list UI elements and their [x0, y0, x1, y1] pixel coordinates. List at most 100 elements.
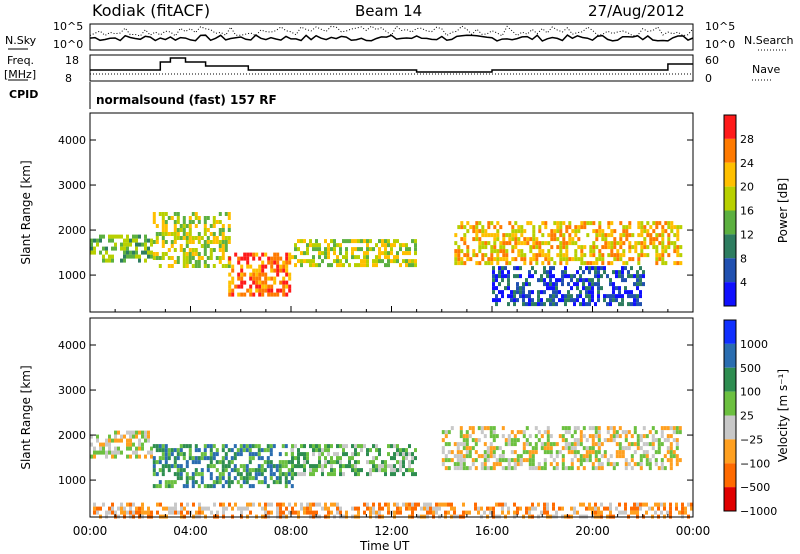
- echo-cell: [547, 249, 551, 254]
- echo-cell: [601, 253, 605, 258]
- freq-tick-low: 8: [65, 72, 72, 85]
- echo-cell: [613, 253, 617, 258]
- echo-cell: [132, 238, 135, 243]
- echo-cell: [135, 242, 138, 247]
- echo-cell: [553, 237, 557, 242]
- echo-cell: [678, 510, 681, 515]
- echo-cell: [529, 221, 533, 226]
- echo-cell: [117, 234, 120, 239]
- echo-cell: [591, 426, 595, 431]
- echo-cell: [499, 245, 503, 250]
- echo-cell: [228, 280, 232, 285]
- echo-cell: [393, 255, 396, 260]
- echo-cell: [306, 456, 309, 461]
- echo-cell: [459, 430, 463, 435]
- echo-cell: [227, 448, 231, 453]
- echo-cell: [465, 442, 469, 447]
- echo-cell: [114, 434, 117, 439]
- echo-cell: [541, 233, 545, 238]
- echo-cell: [135, 238, 138, 243]
- echo-cell: [215, 468, 219, 473]
- echo-cell: [378, 506, 381, 511]
- echo-cell: [287, 468, 291, 473]
- echo-cell: [141, 442, 144, 447]
- echo-cell: [161, 236, 165, 240]
- echo-cell: [594, 442, 598, 447]
- echo-cell: [513, 510, 516, 515]
- echo-cell: [457, 249, 461, 254]
- echo-cell: [441, 450, 445, 455]
- echo-cell: [90, 434, 93, 439]
- echo-cell: [167, 456, 171, 461]
- echo-cell: [411, 468, 414, 473]
- echo-cell: [478, 221, 482, 226]
- echo-cell: [164, 252, 168, 256]
- colorbar-tick-label: 4: [740, 276, 747, 289]
- echo-cell: [267, 260, 271, 265]
- echo-cell: [297, 460, 300, 465]
- echo-cell: [525, 506, 528, 511]
- echo-cell: [504, 442, 508, 447]
- echo-cell: [285, 256, 289, 261]
- echo-cell: [609, 282, 612, 287]
- echo-cell: [555, 302, 558, 307]
- echo-cell: [240, 510, 243, 515]
- echo-cell: [126, 442, 129, 447]
- echo-cell: [462, 442, 466, 447]
- echo-cell: [543, 450, 547, 455]
- echo-cell: [576, 426, 580, 431]
- echo-cell: [96, 506, 99, 511]
- echo-cell: [465, 430, 469, 435]
- echo-cell: [513, 298, 516, 303]
- echo-cell: [399, 460, 402, 465]
- echo-cell: [264, 284, 268, 289]
- echo-cell: [552, 294, 555, 299]
- echo-cell: [170, 448, 174, 453]
- echo-cell: [475, 237, 479, 242]
- echo-cell: [576, 450, 580, 455]
- echo-cell: [447, 510, 450, 515]
- echo-cell: [387, 239, 390, 244]
- echo-cell: [150, 238, 153, 243]
- echo-cell: [278, 476, 282, 481]
- echo-cell: [504, 502, 507, 507]
- echo-cell: [486, 426, 490, 431]
- echo-cell: [315, 510, 318, 515]
- echo-cell: [179, 468, 183, 473]
- echo-cell: [579, 274, 582, 279]
- echo-cell: [669, 466, 673, 471]
- echo-cell: [598, 249, 602, 254]
- echo-cell: [144, 430, 147, 435]
- echo-cell: [279, 288, 283, 293]
- echo-cell: [191, 480, 195, 485]
- echo-cell: [164, 456, 168, 461]
- echo-cell: [285, 292, 289, 297]
- echo-cell: [147, 438, 150, 443]
- echo-cell: [588, 458, 592, 463]
- echo-cell: [484, 233, 488, 238]
- echo-cell: [315, 468, 318, 473]
- echo-cell: [622, 241, 626, 246]
- echo-cell: [643, 229, 647, 234]
- echo-cell: [592, 261, 596, 266]
- echo-cell: [525, 278, 528, 283]
- echo-cell: [621, 450, 625, 455]
- echo-cell: [525, 450, 529, 455]
- echo-cell: [111, 246, 114, 251]
- echo-cell: [108, 254, 111, 259]
- echo-cell: [540, 274, 543, 279]
- echo-cell: [303, 464, 306, 469]
- echo-cell: [170, 452, 174, 457]
- echo-cell: [573, 450, 577, 455]
- nave-label: Nave: [752, 63, 780, 76]
- echo-cell: [489, 510, 492, 515]
- echo-cell: [312, 259, 315, 264]
- echo-cell: [252, 256, 256, 261]
- echo-cell: [658, 253, 662, 258]
- echo-cell: [152, 468, 156, 473]
- echo-cell: [405, 448, 408, 453]
- echo-cell: [465, 434, 469, 439]
- echo-cell: [249, 510, 252, 515]
- echo-cell: [252, 252, 256, 257]
- echo-cell: [372, 460, 375, 465]
